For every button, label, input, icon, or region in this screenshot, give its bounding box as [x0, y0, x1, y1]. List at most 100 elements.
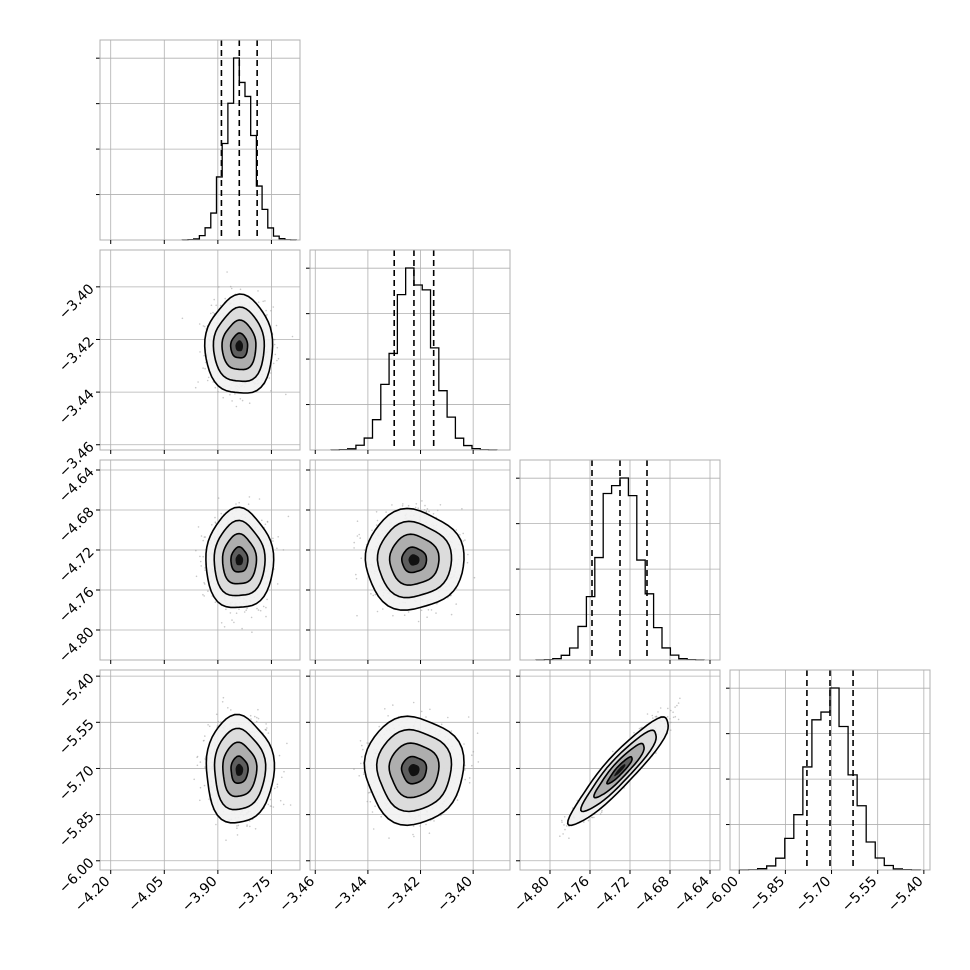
- scatter-point: [249, 825, 251, 828]
- density-core: [235, 554, 244, 566]
- scatter-point: [462, 532, 465, 535]
- scatter-point: [195, 549, 197, 552]
- scatter-point: [204, 536, 207, 538]
- scatter-point: [372, 828, 375, 830]
- scatter-point: [236, 827, 238, 829]
- histogram-panel: [96, 39, 301, 244]
- histogram-panel: [306, 249, 511, 454]
- scatter-point: [222, 396, 224, 399]
- scatter-point: [358, 533, 361, 536]
- scatter-panel: [96, 249, 301, 454]
- scatter-point: [464, 769, 466, 771]
- scatter-point: [199, 761, 202, 763]
- scatter-point: [219, 304, 222, 307]
- scatter-point: [355, 577, 358, 580]
- scatter-point: [355, 573, 357, 576]
- scatter-point: [210, 304, 213, 307]
- scatter-point: [361, 744, 363, 747]
- scatter-point: [447, 716, 449, 719]
- contour-line: [401, 546, 428, 574]
- scatter-point: [425, 716, 427, 718]
- scatter-point: [262, 605, 265, 608]
- panel-frame: [519, 459, 721, 661]
- scatter-point: [241, 627, 243, 630]
- scatter-point: [257, 290, 259, 292]
- scatter-point: [289, 804, 292, 806]
- scatter-point: [202, 367, 204, 369]
- x-tick-label: −3.42: [382, 874, 424, 916]
- scatter-point: [248, 402, 251, 405]
- scatter-point: [276, 783, 279, 786]
- scatter-point: [203, 595, 205, 597]
- contour-line: [221, 319, 257, 371]
- scatter-point: [265, 729, 268, 731]
- scatter-point: [203, 354, 205, 357]
- scatter-point: [370, 593, 372, 595]
- scatter-point: [272, 806, 275, 808]
- scatter-point: [254, 715, 256, 718]
- scatter-point: [207, 590, 209, 592]
- scatter-point: [388, 837, 390, 839]
- scatter-point: [266, 598, 268, 601]
- scatter-point: [374, 805, 376, 807]
- scatter-point: [464, 539, 466, 541]
- scatter-point: [371, 811, 374, 813]
- scatter-point: [362, 748, 364, 751]
- scatter-point: [213, 298, 215, 301]
- scatter-point: [286, 742, 288, 745]
- scatter-point: [277, 536, 280, 538]
- scatter-point: [223, 626, 226, 628]
- scatter-point: [412, 825, 415, 827]
- scatter-point: [259, 609, 262, 612]
- scatter-point: [282, 803, 285, 806]
- y-tick-label: −4.68: [56, 504, 98, 546]
- scatter-point: [267, 803, 270, 806]
- scatter-point: [203, 582, 205, 584]
- scatter-point: [371, 529, 373, 532]
- scatter-point: [415, 503, 418, 505]
- y-tick-label: −5.40: [56, 670, 98, 712]
- panel-frame: [309, 459, 511, 661]
- scatter-point: [194, 386, 197, 389]
- scatter-point: [237, 824, 240, 827]
- scatter-point: [455, 529, 458, 531]
- scatter-point: [392, 614, 394, 617]
- scatter-point: [218, 286, 220, 288]
- scatter-point: [463, 743, 465, 745]
- scatter-point: [403, 614, 406, 616]
- scatter-point: [230, 287, 233, 290]
- scatter-point: [599, 813, 602, 815]
- scatter-point: [591, 816, 593, 819]
- scatter-point: [421, 500, 423, 502]
- scatter-point: [202, 593, 204, 596]
- scatter-point: [563, 816, 566, 818]
- scatter-point: [291, 335, 294, 338]
- scatter-point: [270, 372, 272, 374]
- x-tick-label: −5.40: [885, 874, 927, 916]
- scatter-point: [235, 503, 237, 505]
- scatter-point: [472, 750, 475, 753]
- scatter-point: [264, 523, 267, 526]
- scatter-point: [385, 511, 387, 513]
- scatter-point: [359, 537, 362, 539]
- scatter-point: [593, 816, 595, 819]
- scatter-point: [241, 399, 244, 402]
- scatter-point: [358, 775, 361, 777]
- x-tick-label: −3.75: [233, 874, 275, 916]
- scatter-point: [407, 611, 410, 613]
- scatter-point: [270, 390, 272, 392]
- scatter-point: [669, 721, 672, 724]
- scatter-point: [407, 504, 410, 507]
- scatter-point: [677, 702, 680, 704]
- scatter-point: [199, 799, 201, 802]
- scatter-point: [601, 809, 603, 812]
- scatter-point: [375, 511, 378, 513]
- scatter-panel: [96, 459, 301, 664]
- scatter-point: [204, 567, 206, 569]
- histogram-panel: [726, 669, 931, 874]
- scatter-point: [412, 833, 414, 836]
- scatter-point: [208, 798, 210, 800]
- scatter-point: [424, 504, 426, 507]
- scatter-point: [229, 393, 231, 396]
- scatter-point: [255, 716, 258, 719]
